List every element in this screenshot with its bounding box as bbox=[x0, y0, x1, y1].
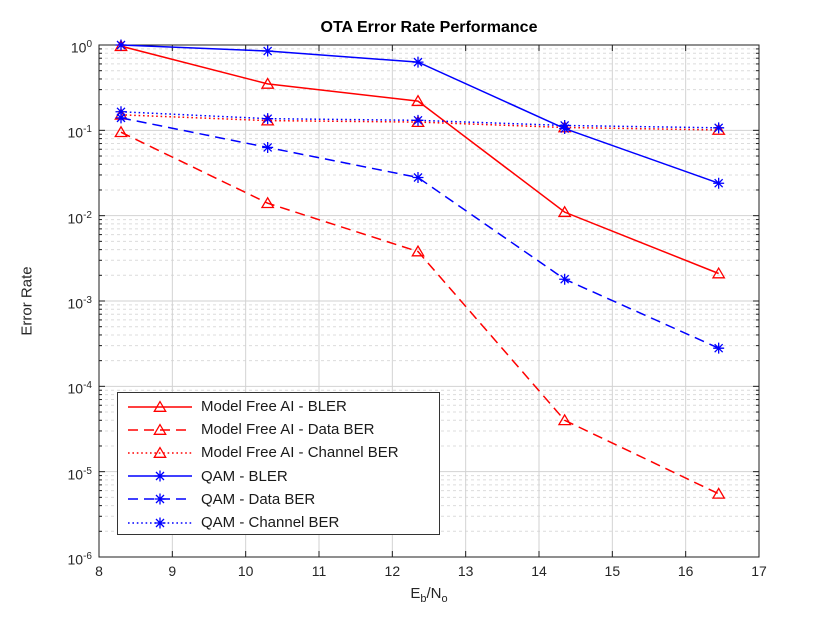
legend-label: QAM - BLER bbox=[201, 467, 288, 485]
chart-title: OTA Error Rate Performance bbox=[320, 19, 538, 36]
series-line bbox=[120, 45, 719, 275]
legend-label: Model Free AI - BLER bbox=[201, 398, 347, 416]
triangle-marker bbox=[557, 413, 572, 426]
legend-sample bbox=[128, 517, 192, 529]
legend-entry-model-free-ai-data-ber: Model Free AI - Data BER bbox=[118, 418, 439, 441]
legend-entry-model-free-ai-channel-ber: Model Free AI - Channel BER bbox=[118, 441, 439, 464]
x-tick-label: 10 bbox=[237, 563, 254, 579]
triangle-marker bbox=[153, 399, 167, 412]
asterisk-marker bbox=[115, 112, 127, 124]
series-line bbox=[120, 44, 719, 184]
asterisk-marker bbox=[412, 56, 424, 68]
legend-entry-qam-channel-ber: QAM - Channel BER bbox=[118, 511, 439, 534]
x-tick-label: 14 bbox=[531, 563, 547, 579]
legend: Model Free AI - BLER Model Free AI - Data… bbox=[117, 392, 440, 535]
y-tick-label: 10-5 bbox=[67, 465, 92, 483]
legend-label: QAM - Channel BER bbox=[201, 514, 340, 532]
x-tick-label: 13 bbox=[457, 563, 474, 579]
legend-label: QAM - Data BER bbox=[201, 490, 316, 508]
asterisk-marker bbox=[154, 493, 166, 505]
y-tick-label: 10-1 bbox=[67, 124, 92, 141]
x-tick-label: 15 bbox=[604, 563, 621, 579]
asterisk-marker bbox=[559, 119, 571, 131]
triangle-marker bbox=[411, 244, 425, 257]
x-tick-label: 11 bbox=[311, 563, 327, 579]
series-qam-channel-ber bbox=[115, 106, 725, 134]
x-tick-label: 9 bbox=[168, 563, 177, 579]
series-line bbox=[120, 114, 719, 131]
triangle-marker bbox=[153, 446, 167, 458]
tick-marks bbox=[98, 44, 760, 558]
series-qam-bler bbox=[115, 39, 725, 189]
asterisk-marker bbox=[262, 45, 274, 57]
asterisk-marker bbox=[559, 273, 571, 285]
triangle-marker bbox=[260, 77, 275, 89]
asterisk-marker bbox=[115, 39, 127, 51]
triangle-marker bbox=[260, 196, 275, 209]
legend-sample bbox=[128, 493, 192, 505]
asterisk-marker bbox=[154, 470, 166, 482]
asterisk-marker bbox=[262, 141, 274, 153]
asterisk-marker bbox=[154, 517, 166, 529]
x-axis-label: Eb/No bbox=[410, 585, 448, 605]
y-tick-label: 10-6 bbox=[67, 551, 92, 568]
y-tick-label: 10-3 bbox=[67, 295, 92, 312]
series-model-free-ai-data-ber bbox=[114, 125, 726, 499]
asterisk-marker bbox=[412, 172, 424, 184]
x-tick-label: 16 bbox=[677, 563, 694, 579]
legend-label: Model Free AI - Data BER bbox=[201, 421, 375, 439]
asterisk-marker bbox=[713, 177, 725, 189]
x-tick-label: 17 bbox=[751, 563, 767, 579]
legend-label: Model Free AI - Channel BER bbox=[201, 444, 399, 462]
y-tick-label: 10-4 bbox=[67, 380, 92, 397]
legend-entry-qam-data-ber: QAM - Data BER bbox=[118, 488, 439, 511]
triangle-marker bbox=[711, 123, 726, 135]
triangle-marker bbox=[411, 94, 425, 107]
triangle-marker bbox=[711, 266, 726, 279]
triangle-marker bbox=[153, 423, 167, 435]
series-line bbox=[120, 131, 719, 495]
asterisk-marker bbox=[262, 113, 274, 125]
triangle-marker bbox=[557, 205, 572, 218]
series-qam-data-ber bbox=[115, 112, 725, 354]
legend-sample bbox=[128, 399, 192, 412]
series-line bbox=[120, 111, 719, 129]
asterisk-marker bbox=[412, 114, 424, 126]
legend-sample bbox=[128, 446, 192, 458]
triangle-marker bbox=[411, 115, 425, 128]
asterisk-marker bbox=[713, 342, 725, 354]
asterisk-marker bbox=[713, 122, 725, 134]
legend-sample bbox=[128, 423, 192, 435]
x-tick-label: 8 bbox=[95, 563, 103, 579]
series-line bbox=[120, 117, 719, 349]
triangle-marker bbox=[114, 125, 128, 138]
asterisk-marker bbox=[115, 106, 127, 118]
legend-sample bbox=[128, 470, 192, 482]
triangle-marker bbox=[260, 113, 275, 126]
y-tick-label: 100 bbox=[70, 39, 92, 56]
triangle-marker bbox=[711, 487, 726, 499]
series-model-free-ai-bler bbox=[114, 39, 726, 279]
y-tick-label: 10-2 bbox=[67, 209, 92, 227]
legend-entry-qam-bler: QAM - BLER bbox=[118, 465, 439, 488]
x-tick-label: 12 bbox=[384, 563, 401, 579]
legend-entry-model-free-ai-bler: Model Free AI - BLER bbox=[118, 395, 439, 418]
